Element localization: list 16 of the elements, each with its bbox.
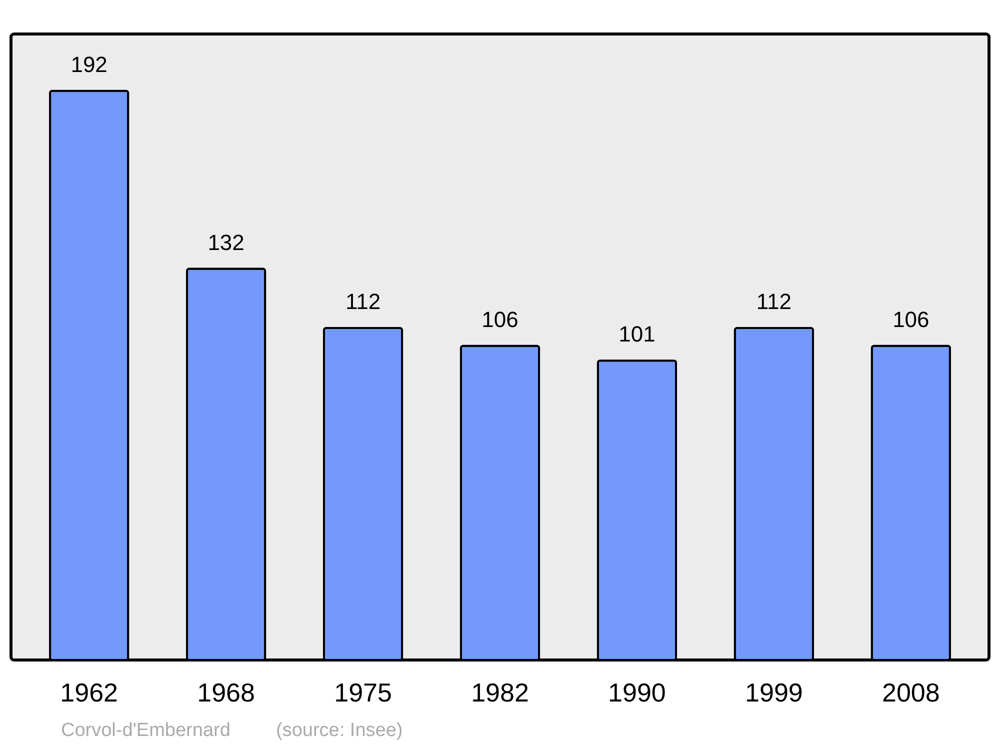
x-tick-label: 2008 <box>882 678 940 708</box>
data-label: 106 <box>482 306 518 332</box>
x-tick-label: 1990 <box>608 678 666 708</box>
x-tick-label: 1975 <box>334 678 392 708</box>
text: Corvol-d'Embernard <box>61 720 230 741</box>
x-tick-label: 1999 <box>745 678 803 708</box>
x-tick-label: 1982 <box>471 678 529 708</box>
data-label: 112 <box>345 289 381 314</box>
data-label: 112 <box>756 289 792 314</box>
x-tick-label: 1962 <box>60 678 118 708</box>
text: (source: Insee) <box>276 720 403 741</box>
data-label: 106 <box>892 306 930 332</box>
data-label: 192 <box>70 52 108 77</box>
data-label: 101 <box>618 322 656 347</box>
data-label: 132 <box>208 230 244 255</box>
x-tick-label: 1968 <box>197 678 255 708</box>
